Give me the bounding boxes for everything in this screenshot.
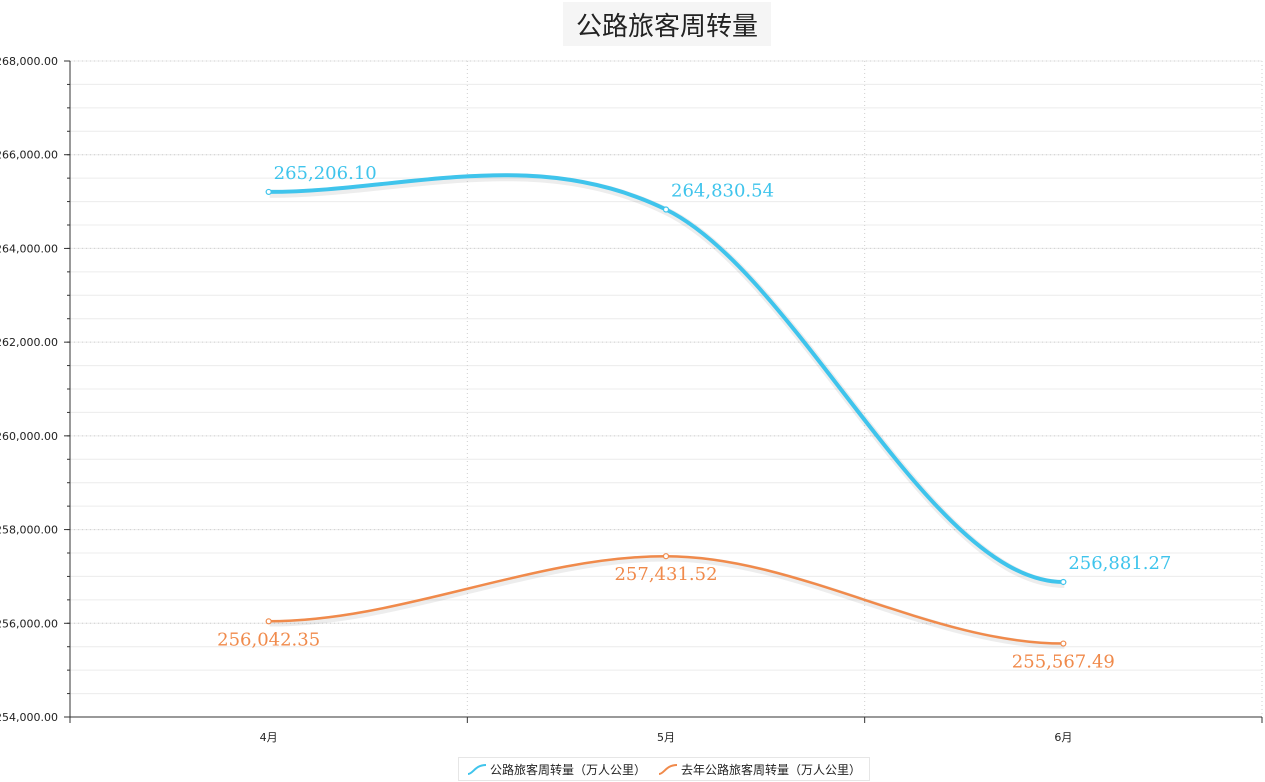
data-point: [265, 188, 272, 196]
series-line-shadow: [269, 173, 1065, 588]
y-tick-label: 266,000.00: [0, 149, 58, 162]
y-tick-label: 268,000.00: [0, 55, 58, 68]
data-labels: 265,206.10 264,830.54 256,881.27 256,042.35…: [217, 163, 1171, 673]
y-tick-label: 260,000.00: [0, 430, 58, 443]
legend: 公路旅客周转量（万人公里） 去年公路旅客周转量（万人公里）: [458, 757, 871, 781]
data-point: [662, 553, 670, 560]
legend-item-series-1[interactable]: 公路旅客周转量（万人公里）: [467, 761, 646, 778]
data-label: 265,206.10: [274, 163, 377, 184]
y-tick-label: 258,000.00: [0, 524, 58, 537]
data-label: 256,042.35: [217, 629, 320, 650]
series-line-1: [266, 173, 1066, 584]
chart-title: 公路旅客周转量: [575, 11, 758, 42]
x-tick-label: 6月: [1054, 731, 1072, 744]
x-tick-label: 4月: [260, 731, 278, 744]
y-tick-label: 264,000.00: [0, 242, 58, 255]
data-point: [1060, 578, 1067, 586]
x-tick-label: 5月: [657, 731, 675, 744]
y-tick-label: 256,000.00: [0, 617, 58, 630]
grid-lines: [70, 60, 1263, 718]
legend-label: 公路旅客周转量（万人公里）: [490, 762, 647, 777]
data-point: [662, 206, 670, 213]
series-layer: [265, 173, 1067, 649]
legend-label: 去年公路旅客周转量（万人公里）: [681, 762, 862, 777]
chart-title-box: 公路旅客周转量: [563, 2, 771, 46]
data-point: [265, 618, 272, 625]
y-tick-label: 254,000.00: [0, 711, 58, 724]
data-label: 256,881.27: [1068, 553, 1171, 574]
data-point: [1060, 640, 1067, 647]
data-label: 257,431.52: [614, 564, 717, 585]
y-tick-label: 262,000.00: [0, 336, 58, 349]
data-label: 255,567.49: [1012, 652, 1115, 673]
legend-line-icon: [658, 764, 678, 775]
legend-line-icon: [467, 764, 487, 775]
axes: 254,000.00 256,000.00 258,000.00 260,000.00…: [0, 55, 1263, 744]
legend-item-series-2[interactable]: 去年公路旅客周转量（万人公里）: [658, 761, 861, 778]
data-label: 264,830.54: [671, 181, 774, 202]
